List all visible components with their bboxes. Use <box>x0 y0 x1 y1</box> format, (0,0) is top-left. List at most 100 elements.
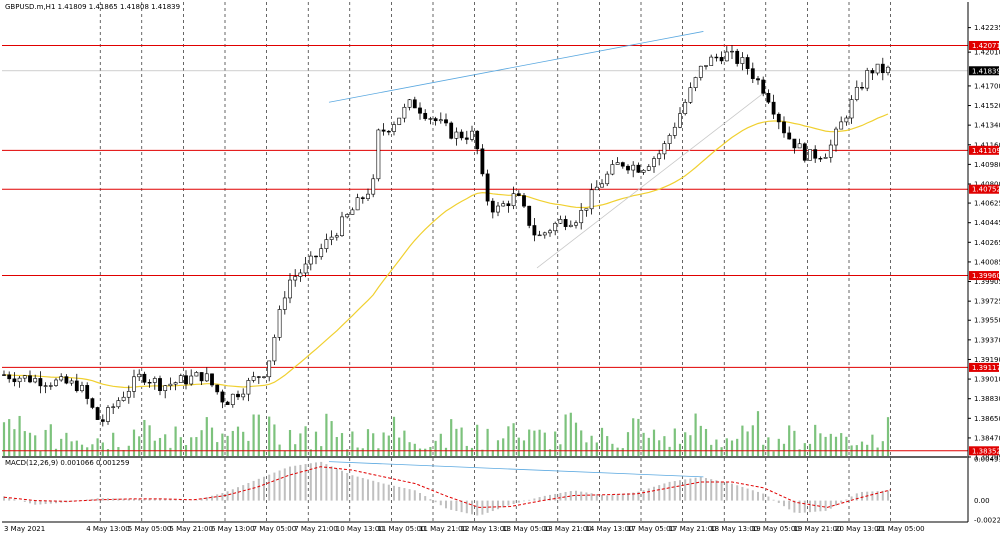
volume-bar <box>590 435 593 457</box>
volume-bar <box>101 442 104 457</box>
candle-body <box>626 165 630 171</box>
macd-bar <box>159 498 161 501</box>
volume-bar <box>725 438 728 457</box>
macd-bar <box>694 477 697 501</box>
candle-body <box>646 166 651 171</box>
volume-bar <box>751 425 754 457</box>
candle-body <box>74 380 79 392</box>
volume-bar <box>886 417 890 457</box>
volume-bar <box>517 437 520 457</box>
macd-bar <box>861 491 863 501</box>
volume-bar <box>346 449 349 457</box>
trendline-upper <box>328 31 704 103</box>
volume-bar <box>668 446 671 457</box>
volume-bar <box>881 441 884 457</box>
volume-bar <box>699 425 702 457</box>
x-tick-label: 19 May 05:00 <box>752 525 800 533</box>
level-price-box <box>969 184 999 194</box>
macd-bar <box>252 480 255 501</box>
candle-body <box>282 297 287 310</box>
candle-body <box>839 121 844 130</box>
volume-bar <box>543 432 546 457</box>
candle-body <box>371 178 376 195</box>
y-tick-label: 1.38295 <box>974 454 1000 462</box>
candle-body <box>808 149 812 161</box>
macd-bar <box>91 498 94 501</box>
candle-body <box>558 219 563 224</box>
macd-bar <box>361 478 364 501</box>
x-tick-label: 11 May 21:00 <box>419 525 467 533</box>
volume-bar <box>522 440 526 457</box>
volume-bar <box>684 432 687 457</box>
candle-body <box>693 77 698 89</box>
candle-body <box>522 195 526 207</box>
macd-bar <box>127 498 130 501</box>
macd-bar <box>148 498 151 501</box>
volume-bar <box>767 437 770 457</box>
volume-bar <box>876 447 879 457</box>
macd-bar <box>705 478 707 501</box>
volume-bar <box>351 431 354 457</box>
candle-body <box>303 263 308 274</box>
y-tick-label: 1.39190 <box>974 356 1000 364</box>
volume-bar <box>772 451 775 457</box>
volume-bar <box>554 431 557 457</box>
candle-body <box>802 143 807 161</box>
volume-bar <box>216 442 219 457</box>
candle-body <box>241 393 246 398</box>
volume-bar <box>626 432 630 457</box>
y-tick-label: 1.39010 <box>974 376 1000 384</box>
volume-bar <box>236 426 240 457</box>
candle-body <box>730 50 734 53</box>
y-tick-label: 1.39550 <box>974 317 1000 325</box>
candle-body <box>360 197 365 199</box>
macd-bar <box>450 500 453 510</box>
candle-body <box>579 210 584 224</box>
macd-panel <box>3 461 891 516</box>
candle-body <box>813 149 818 159</box>
macd-bar <box>460 500 463 513</box>
price-boxes: 1.42071 1.41109 1.40752 1.39960 1.39117 1.383… <box>969 40 1000 456</box>
volume-bar <box>28 432 32 457</box>
volume-bar <box>860 441 864 457</box>
macd-bar <box>439 500 442 506</box>
candle-body <box>236 393 240 398</box>
volume-bar <box>798 449 801 457</box>
volume-bar <box>195 437 198 457</box>
macd-bar <box>819 500 822 512</box>
macd-bar <box>616 494 619 501</box>
volume-bar <box>741 425 744 457</box>
volume-bar <box>548 449 552 457</box>
x-tick-label: 12 May 13:00 <box>461 525 509 533</box>
volume-bar <box>106 449 110 457</box>
macd-y-tick-label: 0.004914 <box>974 456 1000 464</box>
candle-body <box>787 132 792 140</box>
volume-bar <box>533 430 536 457</box>
macd-bar <box>621 493 624 501</box>
volume-bar <box>845 436 848 457</box>
volume-bar <box>834 436 838 457</box>
macd-bar <box>538 497 541 501</box>
candle-body <box>54 379 58 386</box>
candle-body <box>496 205 500 213</box>
candle-body <box>709 56 714 66</box>
candle-body <box>516 193 521 196</box>
macd-bar <box>835 500 837 506</box>
candle-body <box>438 119 443 122</box>
y-tick-label: 1.41340 <box>974 122 1000 130</box>
candle-body <box>251 376 256 381</box>
macd-bar <box>393 485 395 501</box>
candle-body <box>412 99 417 109</box>
volume-bar <box>642 432 645 457</box>
volume-bar <box>538 429 541 457</box>
x-tick-label: 10 May 13:00 <box>336 525 384 533</box>
candle-body <box>433 118 438 122</box>
candle-body <box>163 385 168 392</box>
volume-bar <box>231 430 234 457</box>
candle-body <box>33 378 38 383</box>
candle-body <box>142 373 147 383</box>
volume-bar <box>564 414 567 457</box>
volume-bar <box>824 436 827 457</box>
candle-body <box>418 107 422 114</box>
volume-bars <box>2 411 890 457</box>
